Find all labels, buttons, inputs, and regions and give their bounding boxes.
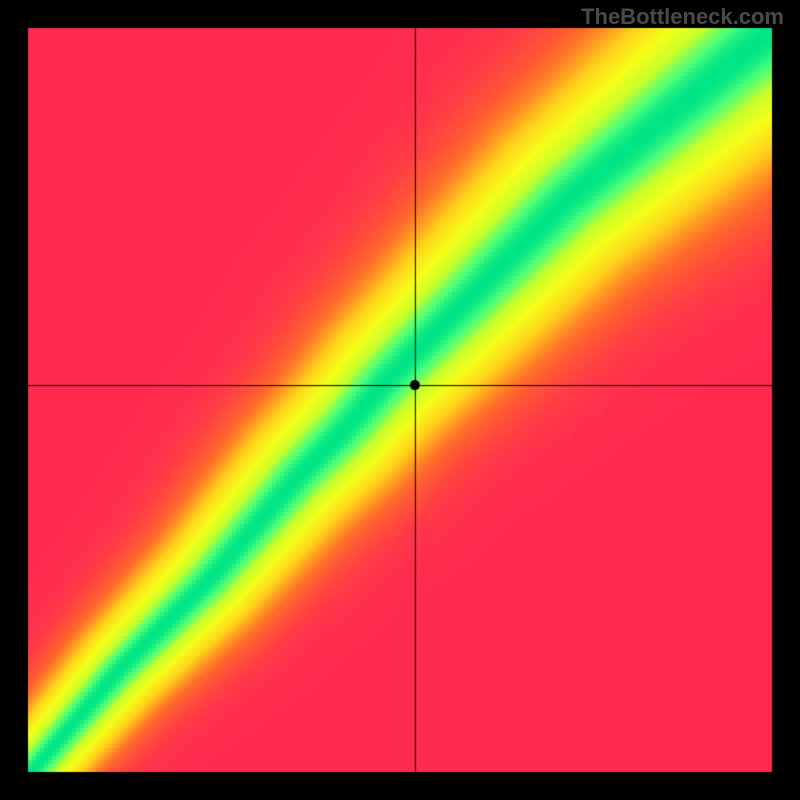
bottleneck-heatmap [0, 0, 800, 800]
watermark-text: TheBottleneck.com [581, 4, 784, 30]
chart-container: TheBottleneck.com [0, 0, 800, 800]
